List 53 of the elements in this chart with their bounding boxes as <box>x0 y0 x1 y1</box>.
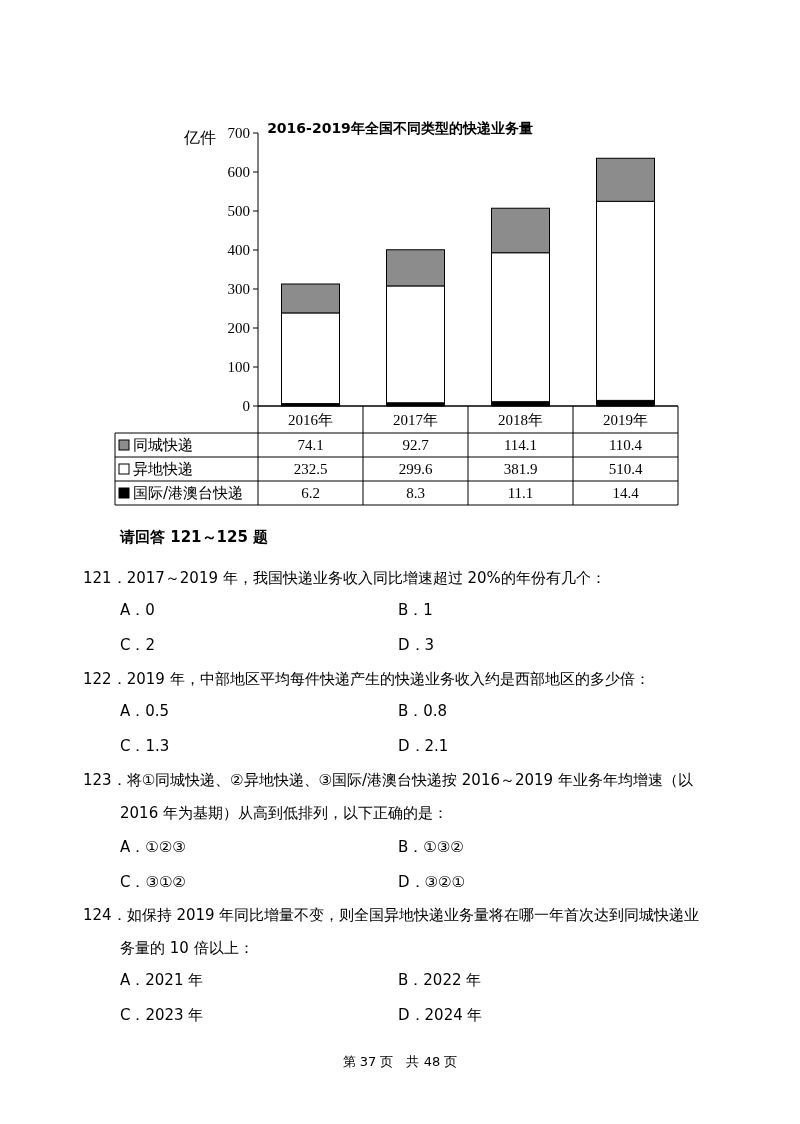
data-label: 114.1 <box>503 437 538 454</box>
data-label: 8.3 <box>406 485 425 502</box>
text: 第 37 页 共 48 页 <box>342 1054 458 1069</box>
text: 务量的 10 倍以上： <box>120 939 254 957</box>
y-tick-label: 700 <box>227 125 250 142</box>
data-label: 6.2 <box>301 485 320 502</box>
text: C．2 <box>120 636 156 654</box>
legend-label: 国际/港澳台快递 <box>133 484 244 503</box>
y-tick-label: 100 <box>227 359 250 376</box>
text: D．③②① <box>398 873 465 891</box>
x-tick-label: 2018年 <box>498 411 543 428</box>
text: 123．将①同城快递、②异地快递、③国际/港澳台快递按 2016～2019 年业务年均增速（以 <box>83 771 693 789</box>
legend-label: 同城快递 <box>133 436 193 455</box>
text: 请回答 121～125 题 <box>119 528 269 546</box>
text: B．①③② <box>398 838 464 856</box>
text: B．2022 年 <box>398 971 482 989</box>
data-label: 74.1 <box>297 437 324 454</box>
text: 121．2017～2019 年，我国快递业务收入同比增速超过 20%的年份有几个： <box>83 569 606 587</box>
data-label: 14.4 <box>612 485 640 502</box>
chart-title: 2016-2019年全国不同类型的快递业务量 <box>267 120 533 136</box>
y-tick-label: 500 <box>227 203 250 220</box>
text: 122．2019 年，中部地区平均每件快递产生的快递业务收入约是西部地区的多少倍： <box>83 670 650 688</box>
data-label: 510.4 <box>608 461 643 478</box>
text: A．0 <box>120 601 155 619</box>
text: A．2021 年 <box>120 971 204 989</box>
text: C．③①② <box>120 873 186 891</box>
text: A．①②③ <box>120 838 186 856</box>
text: D．3 <box>398 636 435 654</box>
text: B．1 <box>398 601 433 619</box>
x-tick-label: 2017年 <box>393 411 438 428</box>
y-tick-label: 0 <box>242 398 250 415</box>
x-tick-label: 2016年 <box>288 411 333 428</box>
x-tick-label: 2019年 <box>603 411 648 428</box>
text: B．0.8 <box>398 702 448 720</box>
y-axis-title: 亿件 <box>183 128 216 147</box>
text: A．0.5 <box>120 702 170 720</box>
y-tick-label: 200 <box>227 320 250 337</box>
data-label: 11.1 <box>507 485 534 502</box>
data-label: 381.9 <box>503 461 538 478</box>
text: D．2.1 <box>398 737 449 755</box>
y-tick-label: 600 <box>227 164 250 181</box>
legend-label: 异地快递 <box>133 460 193 479</box>
text: C．2023 年 <box>120 1006 204 1024</box>
data-label: 110.4 <box>608 437 643 454</box>
text: 124．如保持 2019 年同比增量不变，则全国异地快递业务量将在哪一年首次达到同城快递业 <box>83 906 700 924</box>
data-label: 299.6 <box>398 461 433 478</box>
text: D．2024 年 <box>398 1006 483 1024</box>
y-tick-label: 400 <box>227 242 250 259</box>
data-label: 92.7 <box>402 437 430 454</box>
data-label: 232.5 <box>293 461 328 478</box>
text: 2016 年为基期）从高到低排列，以下正确的是： <box>120 804 448 822</box>
text: C．1.3 <box>120 737 170 755</box>
y-tick-label: 300 <box>227 281 250 298</box>
